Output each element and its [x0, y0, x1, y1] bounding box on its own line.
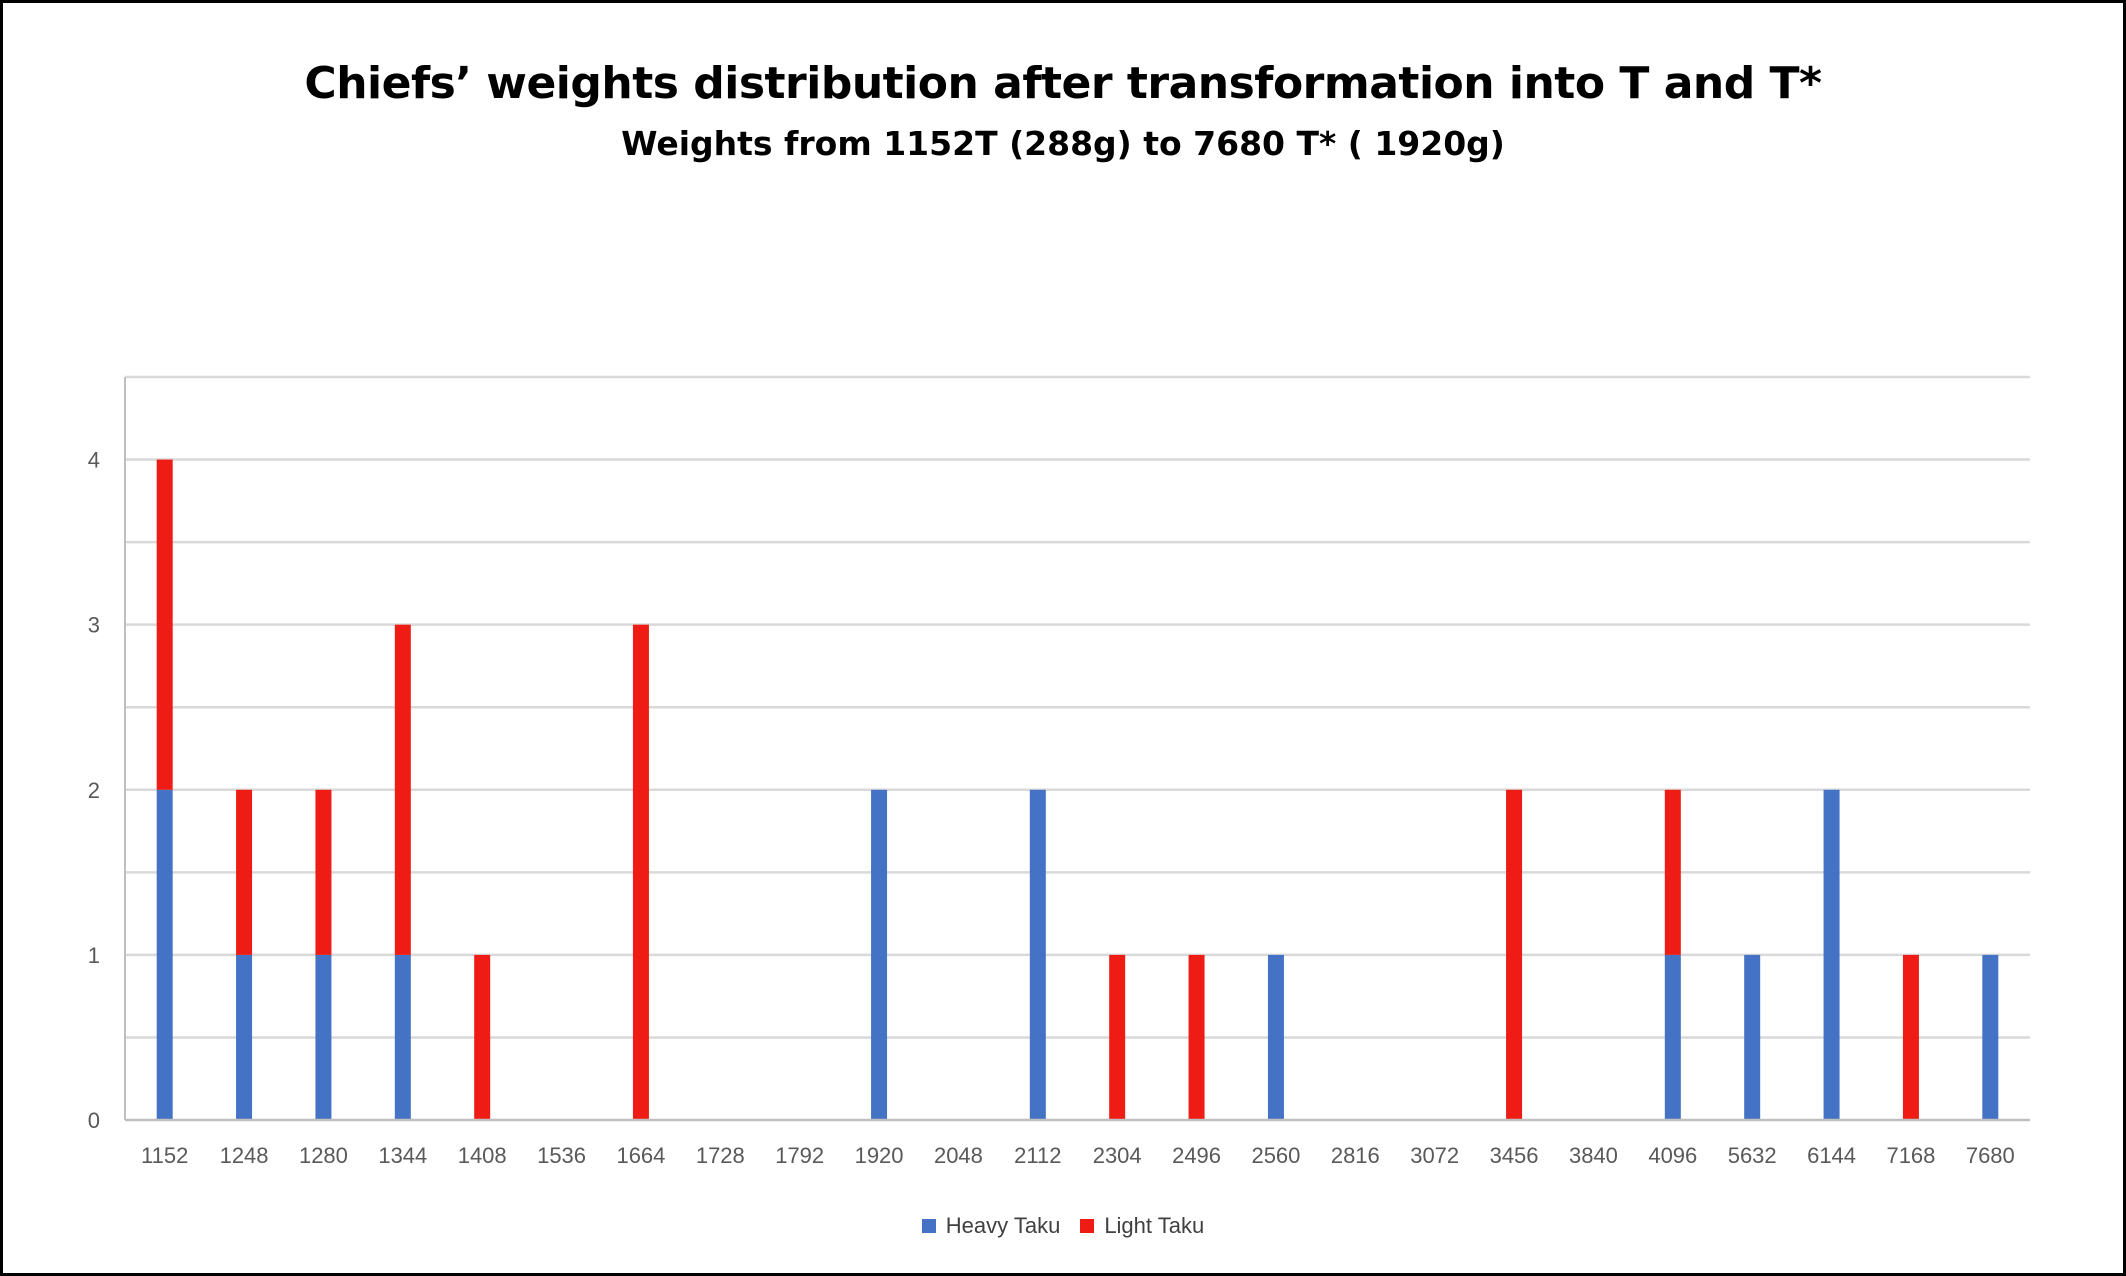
x-tick-label: 1248: [220, 1143, 269, 1168]
x-tick-label: 2496: [1172, 1143, 1221, 1168]
x-tick-label: 2112: [1014, 1143, 1061, 1168]
y-tick-label: 0: [88, 1108, 100, 1133]
axes: 0 1 2 3 4 1152 1248 1280 1344 1408 1536 1664 1728 179…: [88, 377, 2030, 1168]
bar-heavy-taku-1248: [236, 954, 253, 1120]
bar-light-taku-1344: [394, 624, 411, 955]
bar-light-taku-2496: [1188, 954, 1205, 1120]
bar-heavy-taku-2560: [1267, 954, 1284, 1120]
x-tick-label: 2560: [1251, 1143, 1300, 1168]
chart-title: Chiefs’ weights distribution after trans…: [304, 58, 1822, 109]
x-tick-label: 5632: [1728, 1143, 1777, 1168]
bar-light-taku-1152: [156, 459, 173, 790]
legend-item-light-taku: Light Taku: [1080, 1213, 1204, 1239]
y-tick-label: 3: [88, 613, 100, 638]
x-tick-label: 2048: [934, 1143, 983, 1168]
bar-heavy-taku-4096: [1664, 954, 1681, 1120]
legend-swatch-light-taku: [1080, 1219, 1095, 1233]
bar-heavy-taku-7680: [1982, 954, 1999, 1120]
bar-heavy-taku-1152: [156, 789, 173, 1120]
x-tick-label: 1792: [775, 1143, 824, 1168]
gridlines: [125, 375, 2030, 1039]
bar-light-taku-1248: [236, 789, 253, 955]
x-tick-label: 3456: [1490, 1143, 1539, 1168]
x-tick-label: 7680: [1966, 1143, 2015, 1168]
x-tick-label: 3072: [1410, 1143, 1459, 1168]
bar-heavy-taku-5632: [1744, 954, 1761, 1120]
y-tick-label: 2: [88, 778, 100, 803]
x-tick-label: 1728: [696, 1143, 745, 1168]
bar-light-taku-1408: [474, 954, 491, 1120]
bar-heavy-taku-1920: [871, 789, 888, 1120]
x-tick-label: 2816: [1331, 1143, 1380, 1168]
bar-heavy-taku-2112: [1029, 789, 1046, 1120]
y-tick-label: 1: [88, 943, 100, 968]
y-tick-label: 4: [88, 448, 100, 473]
x-tick-label: 1664: [616, 1143, 665, 1168]
x-tick-label: 1920: [855, 1143, 904, 1168]
legend-item-heavy-taku: Heavy Taku: [921, 1213, 1061, 1239]
legend-label-light-taku: Light Taku: [1104, 1213, 1205, 1238]
legend-swatch-heavy-taku: [921, 1219, 936, 1233]
bar-light-taku-7168: [1902, 954, 1919, 1120]
bar-light-taku-2304: [1109, 954, 1126, 1120]
x-tick-label: 2304: [1093, 1143, 1142, 1168]
bar-light-taku-1280: [315, 789, 332, 955]
x-tick-label: 1152: [141, 1143, 188, 1168]
legend: Heavy Taku Light Taku: [0, 1213, 2126, 1239]
x-tick-label: 6144: [1807, 1143, 1856, 1168]
x-tick-label: 1280: [299, 1143, 348, 1168]
chart-subtitle: Weights from 1152T (288g) to 7680 T* ( 1…: [621, 124, 1505, 163]
x-tick-label: 1408: [458, 1143, 507, 1168]
bar-light-taku-4096: [1664, 789, 1681, 955]
bar-heavy-taku-1344: [394, 954, 411, 1120]
bar-light-taku-3456: [1506, 789, 1523, 1120]
x-tick-label: 7168: [1886, 1143, 1935, 1168]
x-tick-label: 1344: [378, 1143, 427, 1168]
bar-light-taku-1664: [632, 624, 649, 1120]
bar-heavy-taku-6144: [1823, 789, 1840, 1120]
legend-label-heavy-taku: Heavy Taku: [945, 1213, 1061, 1238]
bar-heavy-taku-1280: [315, 954, 332, 1120]
x-tick-label: 1536: [537, 1143, 586, 1168]
x-tick-label: 4096: [1648, 1143, 1697, 1168]
bars: [156, 459, 1999, 1120]
x-tick-label: 3840: [1569, 1143, 1618, 1168]
